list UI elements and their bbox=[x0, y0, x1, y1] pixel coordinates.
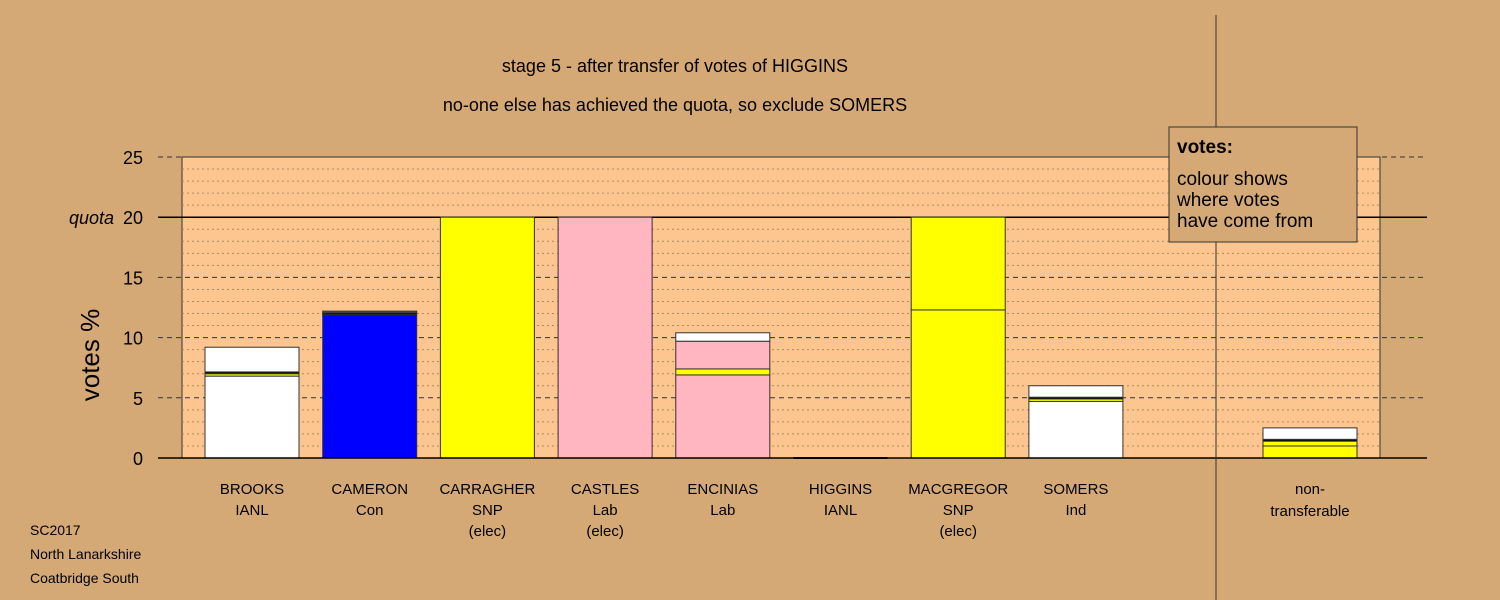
bar-segment bbox=[439, 216, 535, 459]
category-label: Lab bbox=[710, 502, 735, 519]
bar-segment bbox=[1262, 427, 1358, 440]
bar-segment bbox=[1028, 400, 1124, 459]
legend-line: have come from bbox=[1177, 211, 1313, 232]
category-label: (elec) bbox=[939, 523, 977, 540]
y-tick-label: 25 bbox=[123, 148, 143, 168]
category-label: Lab bbox=[593, 502, 618, 519]
axes bbox=[158, 15, 1427, 600]
footer-line: SC2017 bbox=[30, 522, 81, 538]
category-label: Ind bbox=[1065, 502, 1086, 519]
category-labels: BROOKS IANL CAMERON Con CARRAGHER SNP (elec) CA… bbox=[220, 481, 1350, 540]
category-label: SNP bbox=[472, 502, 503, 519]
bar-macgregor bbox=[910, 216, 1006, 459]
category-label: ENCINIAS bbox=[687, 481, 758, 498]
footer-line: North Lanarkshire bbox=[30, 546, 141, 562]
y-tick-label: 5 bbox=[133, 389, 143, 409]
bar-brooks bbox=[204, 346, 300, 459]
bar-segment bbox=[557, 216, 653, 459]
y-tick-label: 15 bbox=[123, 268, 143, 288]
bar-castles bbox=[557, 216, 653, 459]
bar-segment bbox=[204, 375, 300, 459]
bar-encinias bbox=[675, 332, 771, 459]
bar-segment bbox=[322, 310, 418, 314]
category-label: transferable bbox=[1270, 503, 1349, 520]
category-label: (elec) bbox=[469, 523, 507, 540]
bar-segment bbox=[1262, 440, 1358, 447]
bar-segment bbox=[675, 340, 771, 370]
legend-line: where votes bbox=[1176, 190, 1279, 211]
category-label: CAMERON bbox=[331, 481, 408, 498]
legend-title: votes: bbox=[1177, 137, 1233, 158]
y-tick-labels: 0 5 10 15 20 25 bbox=[123, 148, 143, 469]
chart-title: stage 5 - after transfer of votes of HIG… bbox=[502, 56, 848, 76]
bar-segment bbox=[322, 314, 418, 459]
bar-segment bbox=[675, 368, 771, 376]
bar-somers bbox=[1028, 385, 1124, 459]
bar-segment bbox=[910, 309, 1006, 459]
y-tick-label: 10 bbox=[123, 329, 143, 349]
category-label: non- bbox=[1295, 481, 1325, 498]
category-label: SOMERS bbox=[1043, 481, 1108, 498]
category-label: IANL bbox=[824, 502, 857, 519]
bar-cameron bbox=[322, 310, 418, 459]
category-label: (elec) bbox=[586, 523, 624, 540]
bars bbox=[204, 216, 1358, 459]
y-tick-label: 20 bbox=[123, 208, 143, 228]
bar-carragher bbox=[439, 216, 535, 459]
category-label: CASTLES bbox=[571, 481, 639, 498]
category-label: SNP bbox=[943, 502, 974, 519]
category-label: MACGREGOR bbox=[908, 481, 1008, 498]
bar-non-transferable bbox=[1262, 427, 1358, 459]
y-axis-label: votes % bbox=[75, 309, 105, 402]
legend-box bbox=[1168, 126, 1358, 243]
bar-segment bbox=[910, 216, 1006, 311]
bar-segment bbox=[204, 346, 300, 373]
footer-line: Coatbridge South bbox=[30, 570, 139, 586]
chart-subtitle: no-one else has achieved the quota, so e… bbox=[443, 95, 907, 115]
bar-segment bbox=[1028, 385, 1124, 398]
category-label: CARRAGHER bbox=[439, 481, 535, 498]
category-label: BROOKS bbox=[220, 481, 284, 498]
bar-segment bbox=[675, 332, 771, 342]
category-label: HIGGINS bbox=[809, 481, 872, 498]
category-label: IANL bbox=[235, 502, 268, 519]
bar-segment bbox=[675, 374, 771, 459]
legend-line: colour shows bbox=[1177, 169, 1288, 190]
category-label: Con bbox=[356, 502, 384, 519]
y-tick-label: 0 bbox=[133, 449, 143, 469]
quota-label: quota bbox=[69, 208, 114, 228]
legend: votes: colour shows where votes have com… bbox=[1168, 126, 1358, 243]
bar-segment bbox=[1262, 445, 1358, 459]
